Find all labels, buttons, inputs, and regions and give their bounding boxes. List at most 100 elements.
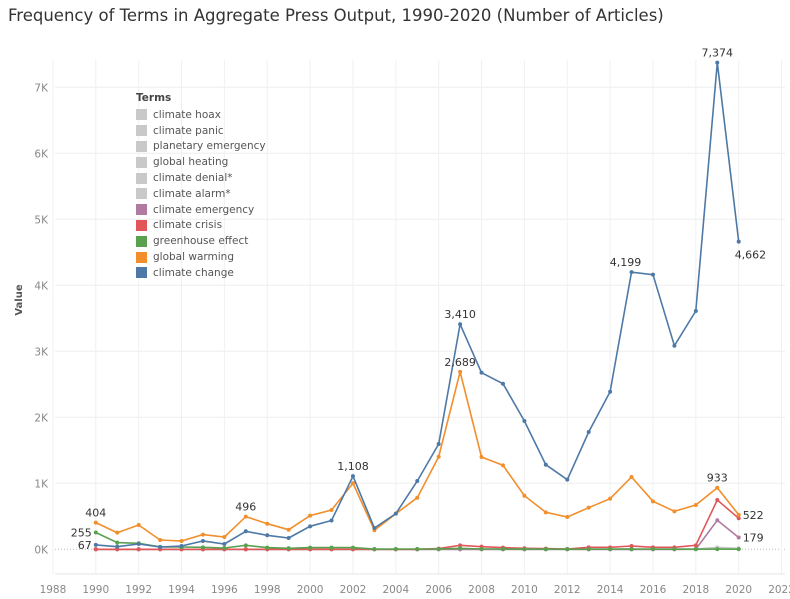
data-point	[629, 475, 634, 480]
data-point	[243, 529, 248, 534]
legend-label: planetary emergency	[153, 140, 266, 153]
x-tick-label: 1988	[40, 584, 67, 596]
legend-swatch	[136, 172, 147, 184]
data-point	[243, 514, 248, 519]
legend-label: greenhouse effect	[153, 235, 249, 248]
y-tick-label: 1K	[34, 478, 49, 490]
data-point	[715, 497, 720, 502]
data-point	[222, 535, 227, 540]
legend-label: global heating	[153, 156, 229, 169]
data-point	[522, 418, 527, 423]
data-point	[479, 546, 484, 551]
legend-swatch	[136, 219, 147, 231]
data-point	[200, 539, 205, 544]
data-point	[736, 535, 741, 540]
legend-item[interactable]: climate change	[136, 265, 266, 281]
data-point	[672, 343, 677, 348]
data-point	[286, 527, 291, 532]
x-tick-label: 2022	[768, 584, 790, 596]
x-tick-label: 2018	[682, 584, 709, 596]
data-point	[693, 308, 698, 313]
data-point	[522, 493, 527, 498]
data-point	[479, 455, 484, 460]
data-point	[243, 547, 248, 552]
data-point	[715, 547, 720, 552]
data-point	[736, 547, 741, 552]
data-label: 404	[85, 507, 106, 520]
data-point	[415, 495, 420, 500]
data-point	[200, 532, 205, 537]
legend-item[interactable]: climate denial*	[136, 170, 266, 186]
data-point	[715, 60, 720, 65]
chart-title: Frequency of Terms in Aggregate Press Ou…	[8, 6, 664, 25]
data-point	[458, 546, 463, 551]
legend-label: climate alarm*	[153, 187, 231, 200]
data-point	[522, 547, 527, 552]
series-line-climate-crisis	[95, 498, 740, 551]
data-point	[736, 239, 741, 244]
data-point	[543, 510, 548, 515]
legend-swatch	[136, 156, 147, 168]
data-point	[458, 543, 463, 548]
data-point	[286, 546, 291, 551]
legend-item[interactable]: climate alarm*	[136, 186, 266, 202]
data-point	[329, 518, 334, 523]
legend-item[interactable]: climate hoax	[136, 107, 266, 123]
data-point	[136, 547, 141, 552]
data-point	[715, 485, 720, 490]
data-point	[415, 478, 420, 483]
y-tick-label: 2K	[34, 412, 49, 424]
x-tick-label: 1996	[211, 584, 238, 596]
data-point	[565, 477, 570, 482]
data-point	[350, 545, 355, 550]
data-point	[372, 547, 377, 552]
data-point	[629, 544, 634, 548]
legend-label: climate panic	[153, 124, 224, 137]
data-point	[458, 369, 463, 374]
legend-swatch	[136, 251, 147, 263]
y-tick-label: 3K	[34, 346, 49, 358]
data-point	[350, 474, 355, 479]
data-point	[586, 430, 591, 435]
y-tick-label: 4K	[34, 280, 49, 292]
data-point	[179, 544, 184, 548]
legend-swatch	[136, 109, 147, 121]
legend-swatch	[136, 188, 147, 200]
legend-item[interactable]: climate panic	[136, 123, 266, 139]
data-point	[93, 530, 98, 535]
data-point	[115, 530, 120, 535]
data-point	[265, 521, 270, 526]
legend-swatch	[136, 235, 147, 247]
legend-item[interactable]: global heating	[136, 154, 266, 170]
data-point	[308, 524, 313, 529]
data-point	[115, 544, 120, 549]
data-point	[136, 523, 141, 528]
x-tick-label: 2004	[382, 584, 409, 596]
data-point	[350, 481, 355, 486]
data-label: 4,662	[735, 249, 767, 262]
data-label: 4,199	[610, 256, 642, 269]
data-point	[329, 508, 334, 513]
data-point	[265, 545, 270, 550]
data-label: 522	[743, 509, 764, 522]
x-tick-label: 1994	[168, 584, 195, 596]
legend-item[interactable]: planetary emergency	[136, 139, 266, 155]
data-label: 7,374	[702, 47, 734, 60]
data-point	[608, 389, 613, 394]
data-point	[565, 514, 570, 519]
legend-item[interactable]: climate emergency	[136, 202, 266, 218]
x-tick-label: 1992	[125, 584, 152, 596]
legend-swatch	[136, 267, 147, 279]
legend-label: climate denial*	[153, 172, 233, 185]
legend-item[interactable]: greenhouse effect	[136, 233, 266, 249]
data-point	[243, 543, 248, 548]
data-point	[693, 543, 698, 548]
legend-item[interactable]: climate crisis	[136, 218, 266, 234]
data-point	[415, 546, 420, 551]
legend-swatch	[136, 140, 147, 152]
y-tick-label: 7K	[34, 82, 49, 94]
data-point	[565, 547, 570, 552]
legend-item[interactable]: global warming	[136, 249, 266, 265]
data-label: 2,689	[444, 356, 476, 369]
